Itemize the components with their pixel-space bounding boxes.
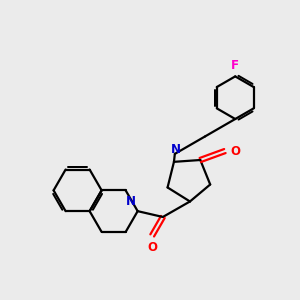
Text: O: O <box>147 241 157 254</box>
Text: O: O <box>230 145 240 158</box>
Text: N: N <box>171 143 181 156</box>
Text: F: F <box>231 59 239 72</box>
Text: N: N <box>126 195 136 208</box>
